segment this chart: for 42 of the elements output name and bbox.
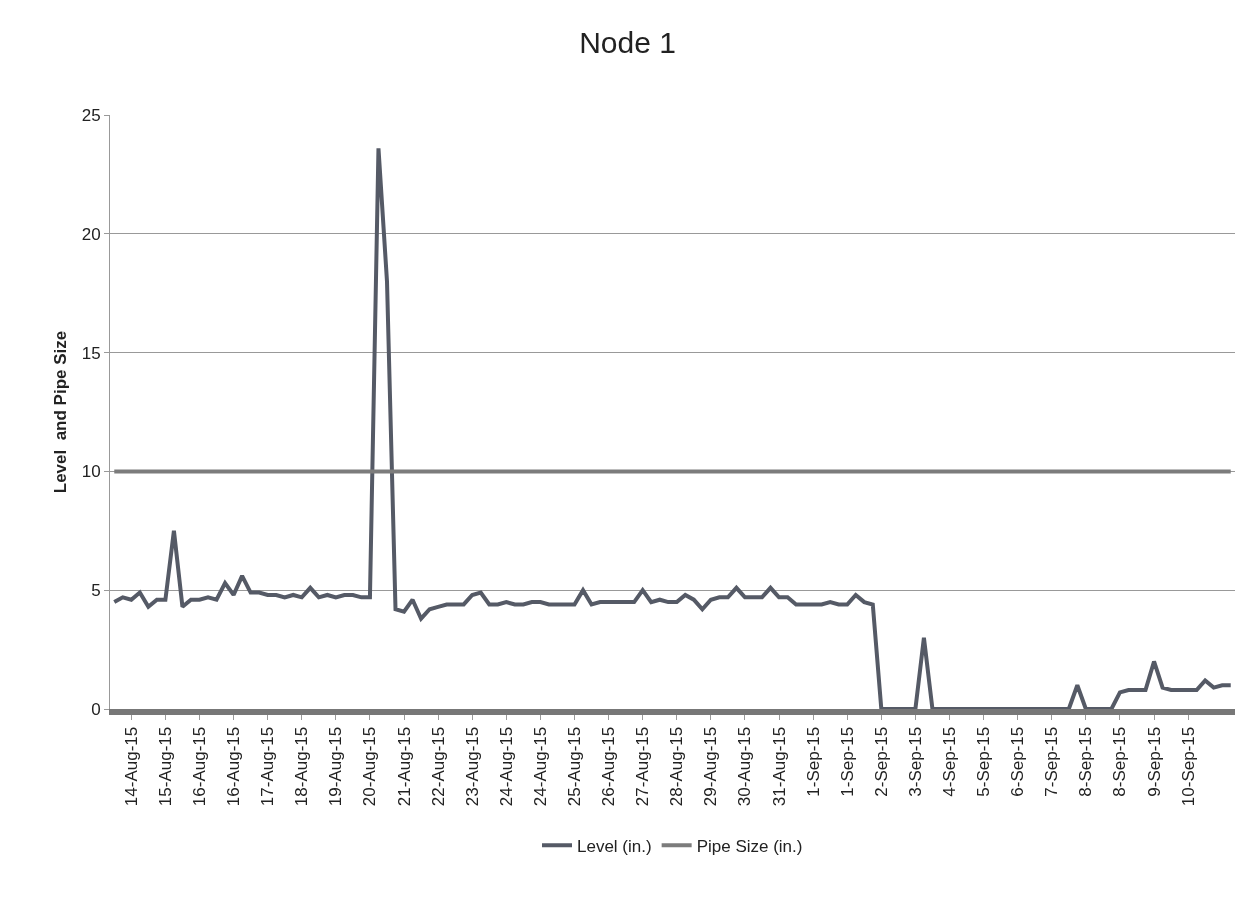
y-tick-label: 0	[91, 699, 101, 719]
x-tick-label: 25-Aug-15	[565, 726, 585, 807]
x-tick-label: 26-Aug-15	[599, 726, 619, 807]
x-tick-label: 22-Aug-15	[428, 726, 448, 807]
x-tick-label: 1-Sep-15	[803, 726, 823, 797]
x-tick-label: 7-Sep-15	[1042, 726, 1062, 797]
x-tick-label: 29-Aug-15	[701, 726, 721, 807]
x-tick-label: 27-Aug-15	[633, 726, 653, 807]
x-tick-label: 2-Sep-15	[871, 726, 891, 797]
x-tick-label: 24-Aug-15	[496, 726, 516, 807]
x-tick-label: 8-Sep-15	[1076, 726, 1096, 797]
x-tick-label: 30-Aug-15	[735, 726, 755, 807]
y-tick-label: 5	[91, 581, 101, 601]
x-tick-label: 24-Aug-15	[530, 726, 550, 807]
y-tick-label: 10	[81, 462, 101, 482]
x-tick-label: 9-Sep-15	[1144, 726, 1164, 797]
y-tick-label: 15	[81, 343, 101, 363]
x-tick-label: 31-Aug-15	[769, 726, 789, 807]
chart-title: Node 1	[579, 25, 676, 59]
x-tick-label: 4-Sep-15	[940, 726, 960, 797]
x-tick-label: 8-Sep-15	[1110, 726, 1130, 797]
x-tick-label: 19-Aug-15	[326, 726, 346, 807]
x-tick-label: 16-Aug-15	[224, 726, 244, 807]
y-tick-label: 25	[81, 105, 101, 125]
x-tick-label: 6-Sep-15	[1008, 726, 1028, 797]
x-tick-label: 10-Sep-15	[1178, 726, 1198, 807]
x-tick-label: 23-Aug-15	[462, 726, 482, 807]
x-tick-label: 5-Sep-15	[974, 726, 994, 797]
x-tick-label: 3-Sep-15	[905, 726, 925, 797]
y-axis-title: Level and Pipe Size	[51, 330, 70, 494]
x-tick-label: 17-Aug-15	[258, 726, 278, 807]
legend-label: Level (in.)	[577, 836, 652, 856]
x-tick-label: 1-Sep-15	[837, 726, 857, 797]
legend-label: Pipe Size (in.)	[696, 836, 803, 856]
x-tick-label: 15-Aug-15	[155, 726, 175, 807]
x-tick-label: 20-Aug-15	[360, 726, 380, 807]
x-tick-label: 28-Aug-15	[667, 726, 687, 807]
x-tick-label: 14-Aug-15	[121, 726, 141, 807]
x-tick-label: 21-Aug-15	[394, 726, 414, 807]
y-tick-label: 20	[81, 224, 101, 244]
x-tick-label: 18-Aug-15	[292, 726, 312, 807]
x-tick-label: 16-Aug-15	[190, 726, 210, 807]
